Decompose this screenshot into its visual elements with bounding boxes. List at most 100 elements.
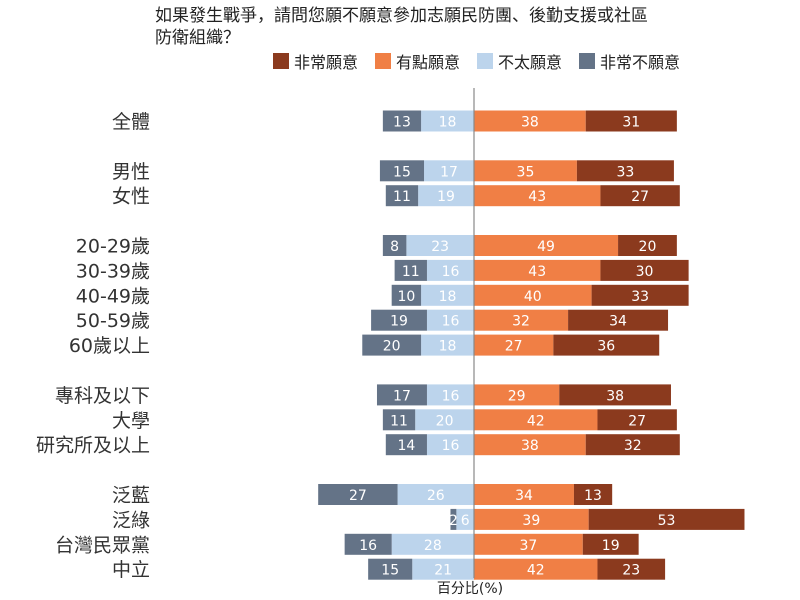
data-label: 43 [528, 264, 546, 280]
bar-very-unwilling [368, 558, 413, 580]
data-label: 38 [521, 115, 539, 131]
bar-somewhat-willing [474, 434, 586, 456]
legend-item-very-willing: 非常願意 [273, 49, 358, 73]
category-label: 大學 [112, 410, 150, 432]
category-label: 泛綠 [112, 509, 150, 531]
legend-item-not-very-willing: 不太願意 [477, 49, 562, 73]
data-label: 30 [636, 264, 654, 280]
legend-swatch-not-very-willing [477, 53, 494, 69]
bar-not-very-willing [426, 309, 474, 331]
data-label: 10 [397, 289, 415, 305]
bar-very-willing [585, 110, 677, 132]
bar-not-very-willing [406, 235, 474, 256]
data-label: 14 [397, 438, 415, 454]
data-label: 42 [527, 413, 545, 429]
bar-not-very-willing [412, 558, 474, 580]
data-label: 13 [393, 115, 411, 131]
bar-very-unwilling [382, 110, 422, 132]
bar-very-willing [553, 334, 660, 356]
bar-somewhat-willing [474, 259, 601, 281]
category-label: 30-39歲 [76, 260, 150, 282]
bar-not-very-willing [456, 508, 474, 530]
data-label: 27 [631, 189, 649, 205]
data-label: 40 [524, 289, 542, 305]
bar-not-very-willing [421, 110, 474, 132]
category-label: 20-29歲 [76, 236, 150, 258]
data-label: 33 [631, 289, 649, 305]
data-label: 23 [431, 239, 449, 255]
bar-very-willing [576, 160, 674, 182]
data-label: 8 [390, 239, 399, 255]
bar-very-unwilling [379, 160, 425, 182]
data-label: 43 [528, 189, 546, 205]
bar-very-willing [597, 558, 666, 580]
bar-not-very-willing [421, 334, 474, 356]
chart-title-line-2: 防衛組織？ [155, 28, 240, 48]
bar-very-unwilling [394, 259, 427, 281]
bar-not-very-willing [421, 284, 474, 306]
bar-very-willing [582, 533, 639, 555]
category-label: 台灣民眾黨 [55, 534, 150, 556]
data-label: 16 [442, 438, 460, 454]
data-label: 20 [383, 339, 401, 355]
category-label: 40-49歲 [76, 285, 150, 307]
data-label: 38 [606, 388, 624, 404]
category-label: 女性 [112, 186, 150, 208]
data-label: 21 [434, 563, 452, 579]
bar-very-unwilling [382, 409, 416, 431]
category-label: 中立 [112, 559, 150, 581]
category-label: 60歲以上 [69, 335, 150, 357]
data-label: 39 [522, 513, 540, 529]
data-label: 28 [424, 538, 442, 554]
data-label: 26 [427, 488, 445, 504]
data-label: 34 [609, 314, 627, 330]
bar-not-very-willing [391, 533, 474, 555]
data-label: 36 [597, 339, 615, 355]
data-label: 38 [521, 438, 539, 454]
data-label: 17 [440, 164, 458, 180]
bar-very-unwilling [385, 434, 427, 456]
data-label: 33 [616, 164, 634, 180]
data-label: 37 [519, 538, 537, 554]
data-label: 19 [602, 538, 620, 554]
bar-somewhat-willing [474, 309, 569, 331]
bar-somewhat-willing [474, 110, 586, 132]
data-label: 27 [505, 339, 523, 355]
bar-somewhat-willing [474, 334, 554, 356]
data-label: 32 [624, 438, 642, 454]
bar-somewhat-willing [474, 185, 601, 207]
data-label: 16 [442, 388, 460, 404]
bar-very-willing [597, 409, 677, 431]
bar-very-willing [591, 284, 689, 306]
bar-very-unwilling [450, 508, 457, 530]
data-label: 19 [390, 314, 408, 330]
data-label: 16 [359, 538, 377, 554]
data-label: 11 [402, 264, 420, 280]
bar-very-unwilling [376, 384, 427, 406]
legend-label-not-very-willing: 不太願意 [498, 53, 563, 72]
bar-very-willing [600, 259, 689, 281]
data-label: 15 [381, 563, 399, 579]
data-label: 53 [658, 513, 676, 529]
category-label: 專科及以下 [55, 385, 150, 407]
category-label: 男性 [112, 161, 150, 183]
data-label: 27 [628, 413, 646, 429]
bar-somewhat-willing [474, 384, 560, 406]
data-label: 42 [527, 563, 545, 579]
bar-very-unwilling [385, 185, 419, 207]
bar-very-willing [559, 384, 671, 406]
bar-very-unwilling [362, 334, 422, 356]
bar-very-willing [573, 484, 613, 505]
bar-very-unwilling [382, 235, 407, 256]
category-label: 研究所及以上 [36, 435, 150, 457]
bar-not-very-willing [426, 259, 474, 281]
bar-not-very-willing [418, 185, 474, 207]
data-label: 49 [537, 239, 555, 255]
bar-somewhat-willing [474, 409, 598, 431]
bar-very-unwilling [318, 484, 398, 505]
category-label: 全體 [112, 111, 150, 133]
legend-label-very-willing: 非常願意 [294, 53, 359, 72]
data-label: 31 [622, 115, 640, 131]
data-label: 2 [449, 513, 458, 529]
